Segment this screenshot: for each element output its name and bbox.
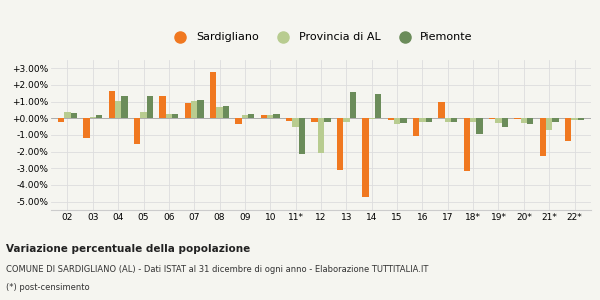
Bar	[197, 100, 204, 118]
Bar	[267, 115, 274, 118]
Bar	[565, 118, 571, 141]
Bar	[464, 118, 470, 171]
Bar	[527, 118, 533, 124]
Bar	[121, 96, 128, 118]
Legend: Sardigliano, Provincia di AL, Piemonte: Sardigliano, Provincia di AL, Piemonte	[165, 28, 477, 47]
Bar	[58, 118, 64, 122]
Bar	[400, 118, 407, 123]
Text: Variazione percentuale della popolazione: Variazione percentuale della popolazione	[6, 244, 250, 254]
Bar	[388, 118, 394, 120]
Bar	[394, 118, 400, 124]
Bar	[318, 118, 324, 153]
Bar	[495, 118, 502, 123]
Bar	[286, 118, 292, 121]
Text: COMUNE DI SARDIGLIANO (AL) - Dati ISTAT al 31 dicembre di ogni anno - Elaborazio: COMUNE DI SARDIGLIANO (AL) - Dati ISTAT …	[6, 266, 428, 274]
Bar	[311, 118, 318, 122]
Bar	[324, 118, 331, 122]
Bar	[217, 107, 223, 118]
Bar	[350, 92, 356, 118]
Bar	[476, 118, 482, 134]
Bar	[96, 115, 103, 118]
Bar	[438, 102, 445, 118]
Bar	[343, 118, 350, 122]
Bar	[375, 94, 381, 118]
Bar	[134, 118, 140, 144]
Bar	[166, 114, 172, 118]
Bar	[546, 118, 553, 130]
Bar	[553, 118, 559, 122]
Bar	[292, 118, 299, 128]
Bar	[242, 115, 248, 118]
Bar	[578, 118, 584, 120]
Bar	[140, 112, 147, 118]
Bar	[160, 96, 166, 118]
Bar	[223, 106, 229, 118]
Bar	[83, 118, 89, 138]
Bar	[571, 118, 578, 120]
Bar	[185, 103, 191, 118]
Bar	[64, 112, 71, 118]
Bar	[71, 113, 77, 118]
Bar	[368, 118, 375, 119]
Bar	[172, 114, 178, 118]
Bar	[115, 101, 121, 118]
Bar	[235, 118, 242, 124]
Bar	[89, 117, 96, 118]
Bar	[419, 118, 425, 122]
Bar	[274, 114, 280, 118]
Bar	[451, 118, 457, 122]
Bar	[470, 118, 476, 122]
Bar	[539, 118, 546, 156]
Bar	[425, 118, 432, 122]
Bar	[191, 101, 197, 118]
Text: (*) post-censimento: (*) post-censimento	[6, 284, 89, 292]
Bar	[521, 118, 527, 123]
Bar	[514, 118, 521, 119]
Bar	[147, 96, 153, 118]
Bar	[337, 118, 343, 170]
Bar	[502, 118, 508, 127]
Bar	[299, 118, 305, 154]
Bar	[413, 118, 419, 136]
Bar	[210, 73, 217, 118]
Bar	[445, 118, 451, 122]
Bar	[248, 114, 254, 118]
Bar	[489, 118, 495, 119]
Bar	[109, 91, 115, 118]
Bar	[362, 118, 368, 197]
Bar	[261, 115, 267, 118]
